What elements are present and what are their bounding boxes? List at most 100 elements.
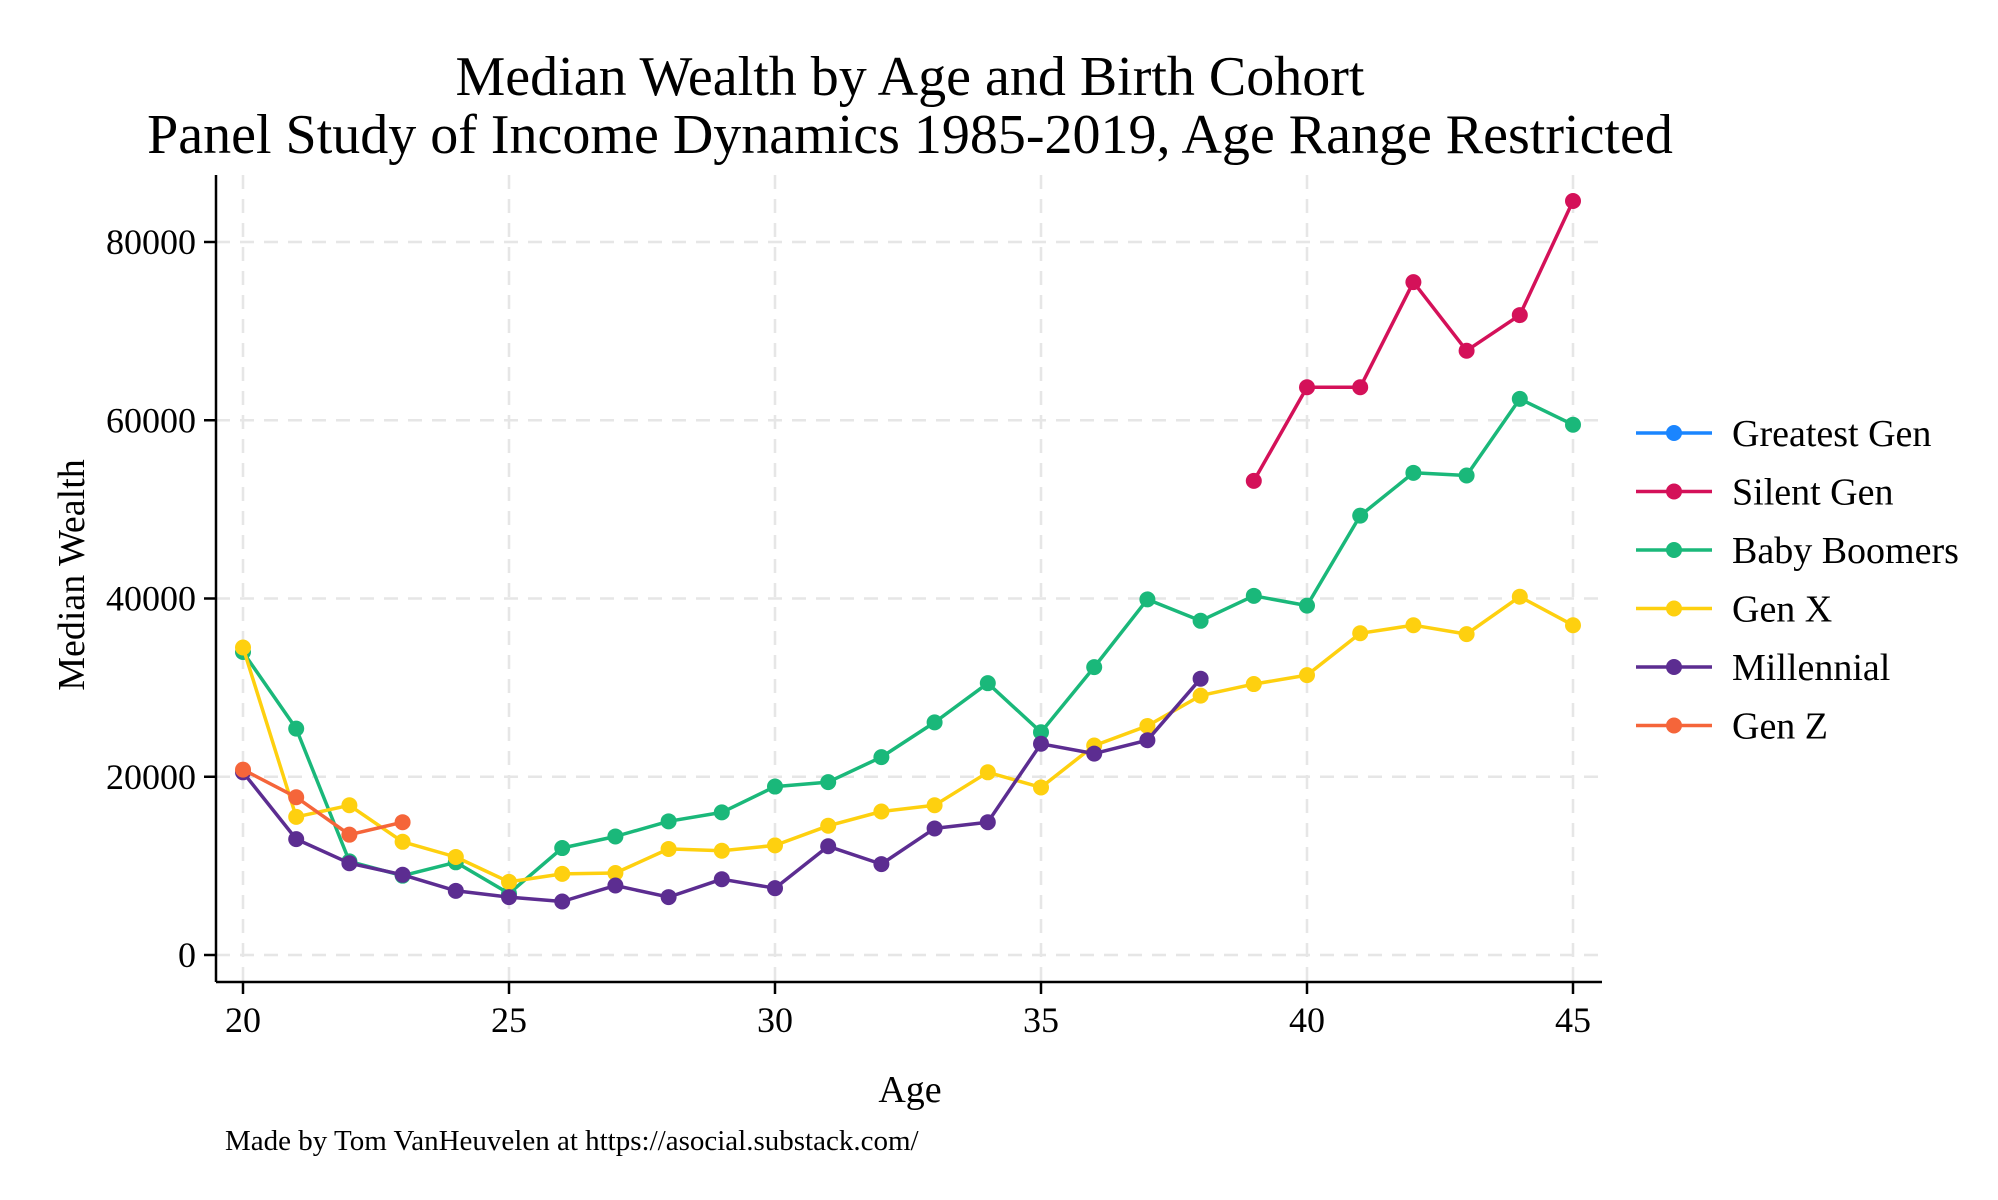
chart-subtitle: Panel Study of Income Dynamics 1985-2019… xyxy=(147,104,1673,166)
x-tick-label: 35 xyxy=(1023,1000,1059,1040)
data-point-millennial xyxy=(447,882,464,899)
data-point-gen-x xyxy=(1458,626,1475,643)
data-point-gen-x xyxy=(1299,667,1315,684)
data-point-millennial xyxy=(554,893,571,910)
series-gen-x xyxy=(235,588,1581,890)
y-tick-label: 40000 xyxy=(106,579,196,619)
data-point-gen-x xyxy=(1405,617,1422,634)
axes: 0 20000 40000 60000 80000 20 25 30 35 40 45 xyxy=(106,175,1602,1040)
data-point-baby-boomers xyxy=(1405,464,1422,481)
data-point-millennial xyxy=(820,838,837,855)
data-point-gen-x xyxy=(1511,588,1528,605)
data-point-silent-gen xyxy=(1405,274,1422,291)
data-point-baby-boomers xyxy=(1245,587,1262,604)
y-tick-label: 80000 xyxy=(106,222,196,262)
legend-label: Baby Boomers xyxy=(1732,530,1959,572)
legend-swatch-marker xyxy=(1666,483,1682,500)
data-point-gen-x xyxy=(979,764,996,781)
x-tick-label: 45 xyxy=(1555,1000,1591,1040)
y-tick-label: 0 xyxy=(178,935,196,975)
chart-title: Median Wealth by Age and Birth Cohort xyxy=(456,46,1365,108)
legend-item-silent-gen: Silent Gen xyxy=(1636,472,1893,514)
series-lines xyxy=(235,193,1581,910)
legend-item-greatest-gen: Greatest Gen xyxy=(1636,413,1931,455)
x-axis-label: Age xyxy=(878,1069,941,1111)
data-point-baby-boomers xyxy=(1299,597,1315,614)
data-point-millennial xyxy=(1086,745,1103,762)
data-point-gen-z xyxy=(341,826,358,843)
legend-label: Gen X xyxy=(1732,589,1832,631)
data-point-millennial xyxy=(394,866,411,883)
data-point-millennial xyxy=(1139,732,1156,749)
x-tick-label: 30 xyxy=(757,1000,793,1040)
grid xyxy=(216,175,1602,982)
data-point-millennial xyxy=(1192,670,1209,687)
y-tick-label: 60000 xyxy=(106,400,196,440)
data-point-gen-x xyxy=(501,873,517,890)
data-point-gen-x xyxy=(288,808,305,825)
data-point-baby-boomers xyxy=(926,714,943,731)
y-tick-label: 20000 xyxy=(106,757,196,797)
legend-item-baby-boomers: Baby Boomers xyxy=(1636,530,1959,572)
data-point-baby-boomers xyxy=(1139,591,1156,608)
data-point-gen-x xyxy=(713,842,730,859)
legend-label: Greatest Gen xyxy=(1732,413,1931,455)
series-baby-boomers xyxy=(235,390,1581,902)
data-point-gen-x xyxy=(554,865,571,882)
data-point-gen-x xyxy=(1192,687,1209,704)
legend-item-gen-x: Gen X xyxy=(1636,589,1832,631)
legend-item-gen-z: Gen Z xyxy=(1636,706,1828,748)
data-point-baby-boomers xyxy=(1192,612,1209,629)
series-silent-gen xyxy=(1245,193,1581,489)
data-point-gen-x xyxy=(1352,625,1369,642)
data-point-millennial xyxy=(288,831,305,848)
data-point-gen-x xyxy=(447,848,464,865)
data-point-baby-boomers xyxy=(873,749,890,766)
data-point-baby-boomers xyxy=(1565,416,1581,433)
legend-swatch-marker xyxy=(1666,542,1682,558)
x-tick-label: 20 xyxy=(225,1000,261,1040)
data-point-gen-x xyxy=(660,840,677,857)
legend-swatch-marker xyxy=(1666,600,1682,617)
data-point-silent-gen xyxy=(1565,193,1581,210)
data-point-millennial xyxy=(607,877,624,894)
data-point-gen-x xyxy=(1565,617,1581,634)
legend-item-millennial: Millennial xyxy=(1636,647,1890,689)
legend-label: Millennial xyxy=(1732,647,1890,689)
data-point-gen-x xyxy=(1139,717,1156,734)
source-note: Made by Tom VanHeuvelen at https://asoci… xyxy=(225,1125,920,1157)
y-axis-label: Median Wealth xyxy=(51,459,93,691)
data-point-millennial xyxy=(713,871,730,888)
data-point-baby-boomers xyxy=(979,675,996,692)
legend: Greatest Gen Silent Gen Baby Boomers Gen X M… xyxy=(1636,413,1959,748)
data-point-gen-x xyxy=(341,797,358,814)
data-point-baby-boomers xyxy=(554,840,571,857)
series-line-gen-z xyxy=(242,768,404,837)
data-point-millennial xyxy=(341,855,358,872)
data-point-baby-boomers xyxy=(1352,507,1369,524)
x-tick-label: 25 xyxy=(491,1000,527,1040)
data-point-baby-boomers xyxy=(820,774,837,791)
data-point-millennial xyxy=(1033,735,1049,752)
data-point-baby-boomers xyxy=(713,804,730,821)
data-point-silent-gen xyxy=(1352,379,1369,396)
data-point-millennial xyxy=(767,880,783,897)
data-point-gen-x xyxy=(926,797,943,814)
legend-swatch-marker xyxy=(1666,425,1682,441)
data-point-baby-boomers xyxy=(288,720,305,737)
data-point-baby-boomers xyxy=(1033,724,1049,741)
legend-label: Gen Z xyxy=(1732,706,1828,748)
legend-label: Silent Gen xyxy=(1732,472,1893,514)
data-point-gen-z xyxy=(235,761,251,778)
data-point-silent-gen xyxy=(1511,307,1528,324)
data-point-baby-boomers xyxy=(1511,390,1528,407)
data-point-gen-x xyxy=(767,837,783,854)
data-point-millennial xyxy=(660,889,677,906)
data-point-millennial xyxy=(979,814,996,831)
data-point-baby-boomers xyxy=(607,828,624,845)
data-point-silent-gen xyxy=(1458,342,1475,359)
data-point-silent-gen xyxy=(1299,379,1315,396)
series-gen-z xyxy=(235,761,411,843)
data-point-gen-x xyxy=(1245,676,1262,693)
